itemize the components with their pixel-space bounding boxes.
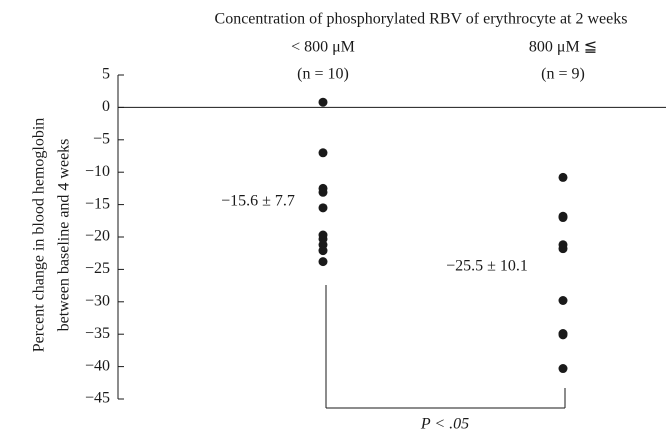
- y-tick-label: 5: [102, 66, 110, 83]
- data-point: [558, 364, 568, 374]
- y-axis-label: Percent change in blood hemoglobin: [31, 118, 48, 353]
- y-tick-label: −45: [85, 390, 110, 407]
- category-note: (n = 10): [297, 66, 349, 83]
- data-point: [318, 148, 328, 158]
- data-point: [558, 213, 568, 223]
- annotation: −15.6 ± 7.7: [221, 193, 295, 210]
- y-tick-label: −5: [93, 130, 110, 147]
- data-point: [318, 187, 328, 197]
- data-point: [558, 244, 568, 254]
- data-point: [558, 330, 568, 340]
- data-point: [318, 203, 328, 213]
- significance-label: P < .05: [420, 416, 469, 433]
- data-point: [558, 172, 568, 182]
- category-label: 800 μM ≦: [529, 39, 597, 56]
- chart-title: Concentration of phosphorylated RBV of e…: [215, 11, 628, 28]
- y-tick-label: −30: [85, 292, 110, 309]
- data-point: [318, 97, 328, 107]
- y-tick-label: −20: [85, 228, 110, 245]
- category-label: < 800 μM: [291, 39, 355, 56]
- data-point: [318, 246, 328, 256]
- data-point: [318, 257, 328, 267]
- y-tick-label: 0: [102, 98, 110, 115]
- data-point: [558, 296, 568, 306]
- y-tick-label: −25: [85, 260, 110, 277]
- annotation: −25.5 ± 10.1: [446, 258, 528, 275]
- y-tick-label: −35: [85, 325, 110, 342]
- category-note: (n = 9): [541, 66, 585, 83]
- y-axis-label: between baseline and 4 weeks: [56, 139, 73, 332]
- y-tick-label: −15: [85, 195, 110, 212]
- y-tick-label: −10: [85, 163, 110, 180]
- y-tick-label: −40: [85, 357, 110, 374]
